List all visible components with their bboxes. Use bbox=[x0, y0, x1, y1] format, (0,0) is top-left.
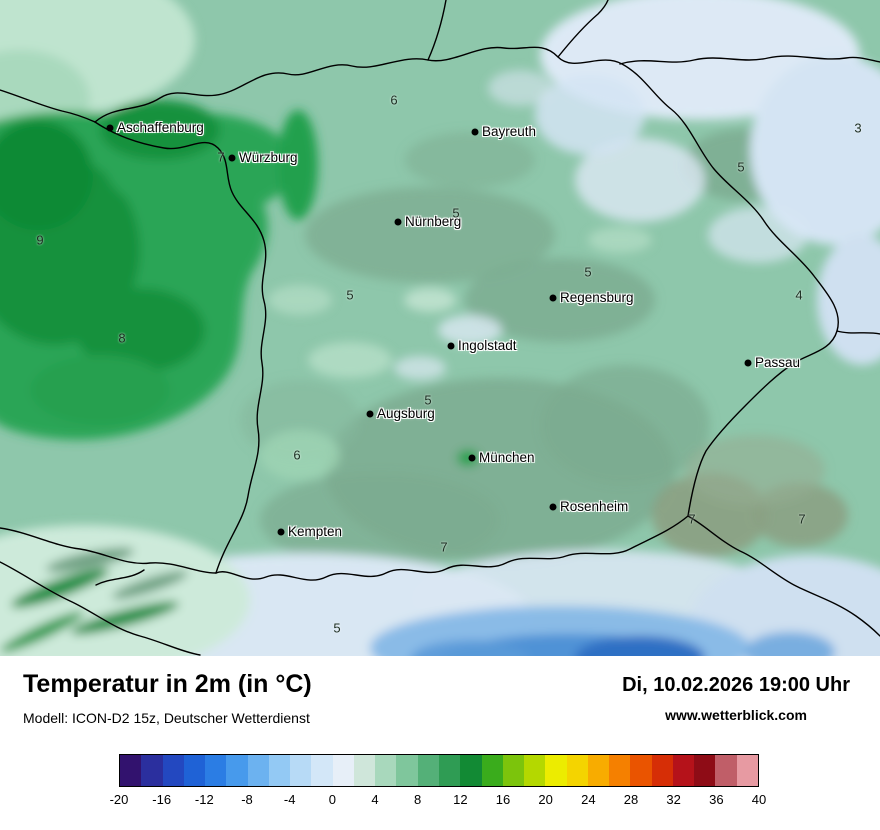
legend-color-segment bbox=[290, 755, 312, 786]
temperature-legend: -20 -16 -12 -8 -4 0 4 8 12 16 20 24 28 32 36 40 bbox=[110, 754, 767, 810]
city-dot-icon bbox=[471, 128, 479, 136]
legend-color-segment bbox=[183, 755, 206, 786]
legend-color-segment bbox=[438, 755, 461, 786]
legend-tick-label: 20 bbox=[538, 792, 553, 807]
legend-ticks: -20 -16 -12 -8 -4 0 4 8 12 16 20 24 28 32 36 40 bbox=[110, 792, 767, 810]
legend-color-segment bbox=[226, 755, 248, 786]
legend-tick-label: 36 bbox=[709, 792, 724, 807]
legend-color-segment bbox=[417, 755, 439, 786]
legend-tick-label: -12 bbox=[194, 792, 214, 807]
legend-color-segment bbox=[120, 755, 142, 786]
legend-color-segment bbox=[375, 755, 397, 786]
city-dot-icon bbox=[366, 410, 374, 418]
legend-color-segment bbox=[609, 755, 631, 786]
temp-value-label: 5 bbox=[333, 620, 341, 636]
city-dot-icon bbox=[744, 359, 752, 367]
temp-value-label: 9 bbox=[36, 232, 44, 248]
map-border-lines bbox=[0, 0, 880, 656]
legend-color-segment bbox=[141, 755, 163, 786]
map-overlays: Aschaffenburg Würzburg Bayreuth Nürnberg Reg… bbox=[36, 92, 862, 636]
city-label: Passau bbox=[755, 355, 801, 371]
website-link[interactable]: www.wetterblick.com bbox=[665, 707, 807, 723]
footer: Temperatur in 2m (in °C) Modell: ICON-D2… bbox=[0, 656, 880, 830]
city-dot-icon bbox=[277, 528, 285, 536]
temp-value-label: 5 bbox=[584, 264, 592, 280]
city-dot-icon bbox=[468, 454, 476, 462]
temp-value-label: 7 bbox=[688, 511, 696, 527]
legend-color-segment bbox=[651, 755, 673, 786]
legend-tick-label: 0 bbox=[328, 792, 336, 807]
temp-value-label: 6 bbox=[293, 447, 301, 463]
city-dot-icon bbox=[447, 342, 455, 350]
city-dot-icon bbox=[549, 503, 557, 511]
legend-color-segment bbox=[460, 755, 482, 786]
legend-tick-label: -20 bbox=[109, 792, 129, 807]
city-label: Augsburg bbox=[377, 406, 435, 422]
legend-color-segment bbox=[566, 755, 588, 786]
city-label: Aschaffenburg bbox=[117, 120, 204, 136]
legend-tick-label: 24 bbox=[581, 792, 596, 807]
map-title: Temperatur in 2m (in °C) bbox=[23, 670, 312, 698]
temp-value-label: 5 bbox=[346, 287, 354, 303]
legend-color-segment bbox=[247, 755, 269, 786]
temp-value-label: 6 bbox=[390, 92, 398, 108]
city-label: Ingolstadt bbox=[458, 338, 517, 354]
legend-color-segment bbox=[524, 755, 546, 786]
temp-value-label: 5 bbox=[737, 159, 745, 175]
legend-color-segment bbox=[396, 755, 418, 786]
legend-colorbar bbox=[119, 754, 759, 787]
temp-value-label: 7 bbox=[440, 539, 448, 555]
city-dot-icon bbox=[394, 218, 402, 226]
city-label: Rosenheim bbox=[560, 499, 629, 515]
legend-color-segment bbox=[587, 755, 610, 786]
city-label: Regensburg bbox=[560, 290, 634, 306]
legend-color-segment bbox=[162, 755, 184, 786]
map-area: Aschaffenburg Würzburg Bayreuth Nürnberg Reg… bbox=[0, 0, 880, 656]
legend-tick-label: 8 bbox=[414, 792, 422, 807]
legend-tick-label: 28 bbox=[623, 792, 639, 807]
legend-color-segment bbox=[715, 755, 737, 786]
legend-tick-label: -16 bbox=[152, 792, 172, 807]
city-label: Nürnberg bbox=[405, 214, 462, 230]
legend-color-segment bbox=[353, 755, 376, 786]
legend-tick-label: -8 bbox=[241, 792, 253, 807]
legend-color-segment bbox=[311, 755, 333, 786]
legend-color-segment bbox=[205, 755, 227, 786]
legend-tick-label: 32 bbox=[666, 792, 681, 807]
temp-value-label: 5 bbox=[424, 392, 432, 408]
footer-right: Di, 10.02.2026 19:00 Uhr www.wetterblick… bbox=[622, 674, 850, 723]
legend-color-segment bbox=[545, 755, 567, 786]
legend-tick-label: 16 bbox=[495, 792, 511, 807]
city-label: Würzburg bbox=[239, 150, 298, 166]
legend-color-segment bbox=[268, 755, 291, 786]
legend-color-segment bbox=[630, 755, 652, 786]
legend-color-segment bbox=[502, 755, 525, 786]
legend-color-segment bbox=[481, 755, 503, 786]
datetime-label: Di, 10.02.2026 19:00 Uhr bbox=[622, 674, 850, 696]
legend-color-segment bbox=[672, 755, 695, 786]
legend-tick-label: 4 bbox=[371, 792, 379, 807]
legend-tick-label: -4 bbox=[283, 792, 296, 807]
temp-value-label: 7 bbox=[798, 511, 806, 527]
city-dot-icon bbox=[549, 294, 557, 302]
city-dot-icon bbox=[106, 124, 114, 132]
temp-field bbox=[0, 0, 880, 656]
temp-value-label: 7 bbox=[217, 149, 225, 165]
legend-tick-label: 12 bbox=[453, 792, 468, 807]
legend-color-segment bbox=[694, 755, 716, 786]
model-info: Modell: ICON-D2 15z, Deutscher Wetterdie… bbox=[23, 710, 310, 726]
temperature-field-svg bbox=[0, 0, 880, 656]
city-label: Kempten bbox=[288, 524, 343, 540]
temp-value-label: 3 bbox=[854, 120, 862, 136]
temp-value-label: 4 bbox=[795, 287, 803, 303]
legend-tick-label: 40 bbox=[751, 792, 767, 807]
city-dot-icon bbox=[228, 154, 236, 162]
temp-value-label: 8 bbox=[118, 330, 126, 346]
legend-color-segment bbox=[736, 755, 758, 786]
temp-value-label: 5 bbox=[452, 205, 460, 221]
legend-color-segment bbox=[332, 755, 354, 786]
city-label: Bayreuth bbox=[482, 124, 537, 140]
city-label: München bbox=[479, 450, 535, 466]
